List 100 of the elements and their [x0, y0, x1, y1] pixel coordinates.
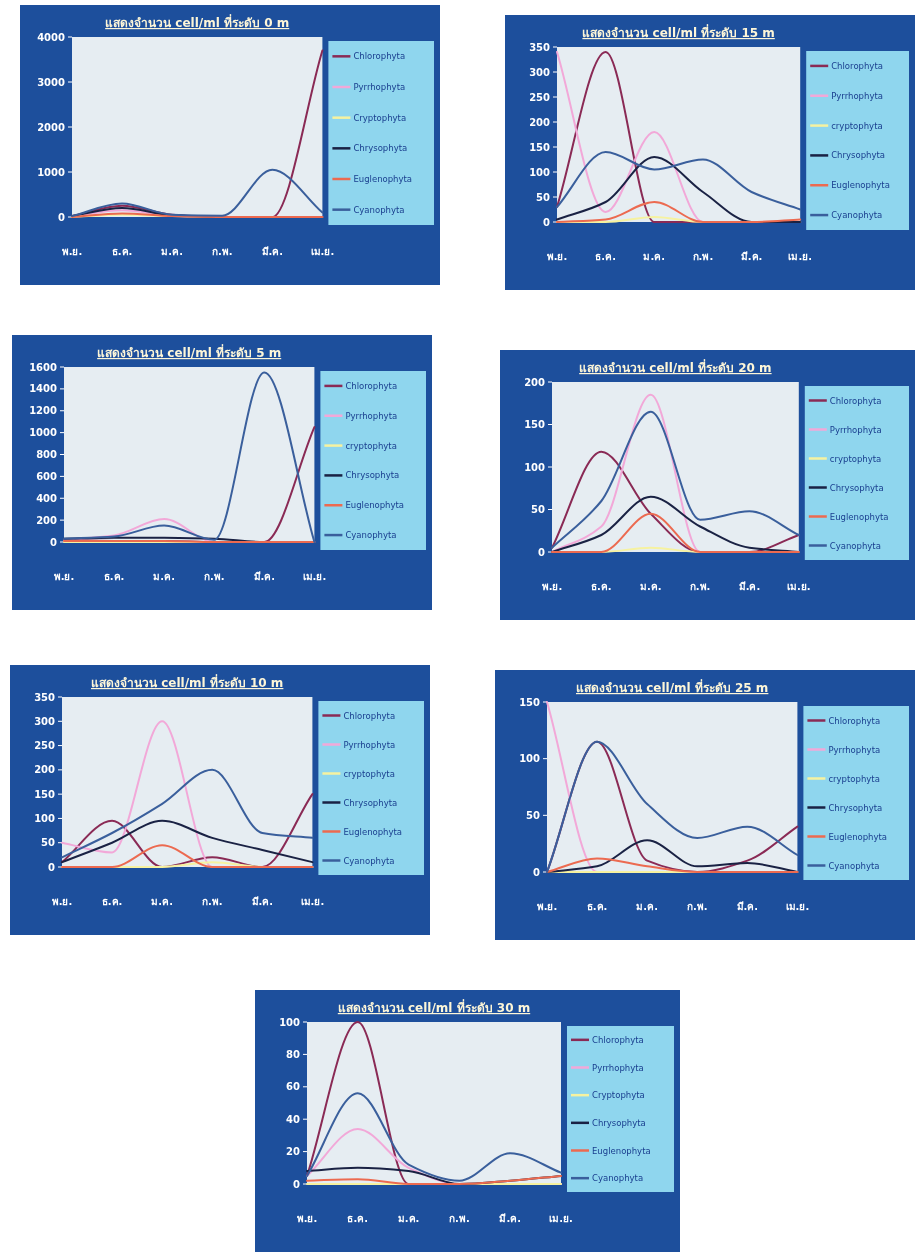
- legend-label: Euglenophyta: [831, 180, 890, 191]
- x-tick-label: มี.ค.: [261, 246, 284, 257]
- legend-label: Cyanophyta: [343, 855, 395, 866]
- legend-label: Pyrrhophyta: [592, 1062, 644, 1073]
- x-tick-label: พ.ย.: [53, 571, 75, 582]
- y-tick-label: 1600: [29, 361, 58, 373]
- legend-label: Cryptophyta: [353, 112, 407, 123]
- y-tick-label: 100: [279, 1016, 301, 1028]
- legend-label: Chlorophyta: [829, 395, 882, 406]
- x-tick-label: ธ.ค.: [591, 581, 612, 592]
- legend-label: Chlorophyta: [343, 710, 396, 721]
- y-tick-label: 20: [286, 1146, 301, 1158]
- y-tick-label: 150: [34, 788, 56, 800]
- legend-label: Euglenophyta: [343, 826, 403, 837]
- y-tick-label: 0: [533, 866, 541, 878]
- legend-label: Chrysophyta: [829, 482, 884, 493]
- legend-label: Chlorophyta: [831, 60, 883, 71]
- x-tick-label: มี.ค.: [251, 896, 274, 907]
- legend-label: cryptophyta: [831, 120, 883, 131]
- y-tick-label: 1000: [29, 427, 58, 439]
- legend-label: cryptophyta: [343, 768, 395, 779]
- y-tick-label: 60: [286, 1081, 301, 1093]
- line-series: [71, 168, 324, 218]
- line-series: [556, 151, 802, 211]
- x-tick-label: เม.ย.: [310, 246, 335, 257]
- y-tick-label: 0: [48, 861, 56, 873]
- x-tick-label: ก.พ.: [686, 901, 708, 912]
- y-tick-label: 0: [538, 546, 546, 558]
- x-tick-label: ม.ค.: [161, 246, 183, 257]
- x-tick-label: ม.ค.: [636, 901, 658, 912]
- y-tick-label: 0: [58, 211, 66, 223]
- y-tick-label: 100: [524, 461, 546, 473]
- legend-label: Euglenophyta: [345, 500, 405, 511]
- x-tick-label: มี.ค.: [738, 581, 761, 592]
- line-series: [61, 819, 314, 864]
- x-tick-label: ธ.ค.: [111, 246, 133, 257]
- y-tick-label: 350: [529, 41, 551, 53]
- y-tick-label: 200: [34, 764, 56, 776]
- chart-title: แสดงจำนวน cell/ml ที่ระดับ 5 m: [97, 344, 282, 360]
- y-tick-label: 3000: [37, 76, 66, 88]
- y-tick-label: 50: [41, 837, 56, 849]
- y-tick-label: 250: [34, 740, 56, 752]
- y-tick-label: 50: [531, 504, 546, 515]
- x-tick-label: มี.ค.: [736, 901, 759, 912]
- x-tick-label: พ.ย.: [296, 1213, 318, 1224]
- y-tick-label: 200: [36, 514, 58, 526]
- x-tick-label: เม.ย.: [549, 1213, 573, 1224]
- chart-title: แสดงจำนวน cell/ml ที่ระดับ 30 m: [337, 999, 531, 1015]
- legend-label: cryptophyta: [345, 440, 397, 451]
- legend-label: Chrysophyta: [831, 150, 886, 161]
- chart-title: แสดงจำนวน cell/ml ที่ระดับ 0 m: [105, 14, 290, 30]
- legend-label: Chlorophyta: [345, 380, 398, 391]
- x-tick-label: มี.ค.: [740, 251, 763, 262]
- y-tick-label: 600: [36, 470, 58, 482]
- y-tick-label: 800: [36, 449, 58, 460]
- x-tick-label: พ.ย.: [546, 251, 568, 262]
- x-tick-label: ม.ค.: [151, 896, 173, 907]
- legend-label: Cyanophyta: [353, 204, 405, 215]
- y-tick-label: 0: [293, 1178, 301, 1190]
- x-tick-label: ธ.ค.: [595, 251, 616, 262]
- legend-label: Pyrrhophyta: [828, 744, 881, 755]
- legend-label: cryptophyta: [829, 453, 882, 464]
- legend-label: Euglenophyta: [828, 831, 888, 842]
- line-series: [63, 371, 316, 543]
- y-tick-label: 0: [50, 536, 58, 548]
- y-tick-label: 4000: [37, 31, 66, 43]
- y-tick-label: 0: [543, 216, 551, 228]
- y-tick-label: 40: [286, 1113, 301, 1125]
- y-tick-label: 350: [34, 691, 56, 703]
- x-tick-label: ธ.ค.: [103, 571, 125, 582]
- legend-label: Chrysophyta: [353, 143, 408, 154]
- x-tick-label: ธ.ค.: [586, 901, 608, 912]
- y-tick-label: 50: [526, 809, 541, 821]
- y-tick-label: 150: [529, 141, 551, 153]
- x-tick-label: เม.ย.: [788, 251, 812, 262]
- legend-label: Cyanophyta: [829, 540, 881, 551]
- chart-title: แสดงจำนวน cell/ml ที่ระดับ 10 m: [91, 674, 284, 690]
- x-tick-label: พ.ย.: [61, 246, 83, 257]
- legend-label: Chlorophyta: [353, 51, 406, 62]
- legend-label: Chlorophyta: [592, 1034, 644, 1045]
- x-tick-label: ก.พ.: [211, 246, 233, 257]
- legend-label: Pyrrhophyta: [829, 424, 882, 435]
- legend-label: Euglenophyta: [829, 511, 889, 522]
- legend-label: cryptophyta: [828, 773, 880, 784]
- x-tick-label: พ.ย.: [541, 581, 563, 592]
- legend-label: Cyanophyta: [345, 530, 397, 541]
- legend-label: Chrysophyta: [828, 802, 883, 813]
- legend-label: Pyrrhophyta: [353, 82, 406, 92]
- y-tick-label: 1000: [37, 166, 66, 178]
- line-series: [556, 156, 802, 223]
- x-tick-label: พ.ย.: [536, 901, 558, 912]
- x-tick-label: ม.ค.: [153, 571, 175, 582]
- x-tick-label: เม.ย.: [785, 901, 810, 912]
- x-tick-label: มี.ค.: [499, 1213, 521, 1224]
- legend-label: Cyanophyta: [828, 860, 880, 871]
- y-tick-label: 300: [529, 66, 551, 78]
- y-tick-label: 100: [529, 166, 551, 178]
- legend-label: Euglenophyta: [353, 174, 413, 184]
- y-tick-label: 2000: [37, 121, 66, 133]
- legend-label: Cyanophyta: [592, 1173, 644, 1184]
